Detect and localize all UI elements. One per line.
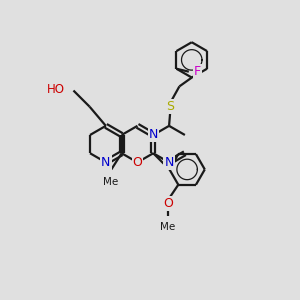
- Text: HO: HO: [47, 82, 65, 95]
- Text: O: O: [163, 197, 173, 210]
- Text: S: S: [167, 100, 175, 112]
- Text: Me: Me: [160, 221, 175, 232]
- Text: N: N: [164, 156, 174, 169]
- Text: O: O: [133, 156, 142, 169]
- Text: N: N: [148, 128, 158, 142]
- Text: F: F: [194, 65, 201, 78]
- Text: N: N: [101, 156, 110, 169]
- Text: Me: Me: [103, 177, 118, 187]
